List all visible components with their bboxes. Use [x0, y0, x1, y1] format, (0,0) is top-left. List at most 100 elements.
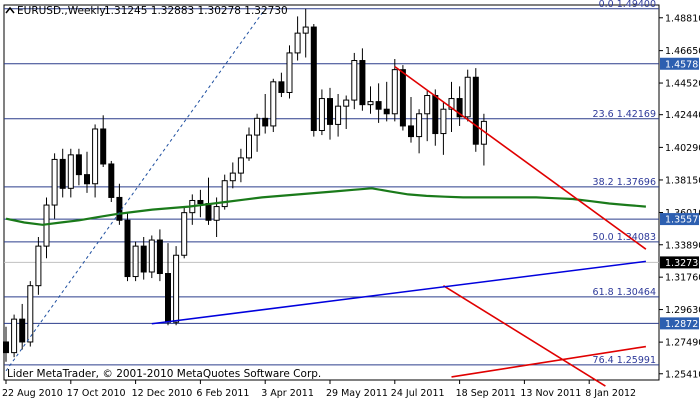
candle-body	[84, 174, 90, 185]
candle-body	[213, 206, 220, 221]
candle-body	[270, 81, 277, 127]
candle-body	[92, 128, 99, 185]
candle-body	[27, 285, 34, 343]
fibonacci-levels: 0.0 1.49400 23.6 1.42169 38.2 1.37696 50.0 …	[4, 0, 659, 366]
time-tick-label: 3 Apr 2011	[261, 388, 314, 399]
trend-line-channel-lower	[442, 284, 606, 387]
candle-body	[205, 203, 212, 221]
candle-body	[229, 172, 236, 182]
candle-body	[51, 158, 58, 206]
price-tick-label: 1.42440	[665, 110, 700, 121]
candle-body	[472, 76, 479, 145]
chevron-up-icon[interactable]	[5, 6, 15, 14]
time-tick-label: 24 Jul 2011	[391, 388, 445, 399]
plot-area	[3, 4, 660, 381]
price-tag-box	[660, 317, 699, 330]
price-tick-label: 1.48810	[665, 13, 700, 24]
candle-body	[59, 158, 66, 189]
candle-body	[424, 95, 431, 115]
candle-body	[286, 52, 293, 93]
chart-header: EURUSD.,Weekly 1.31245 1.32883 1.30278 1…	[5, 5, 288, 17]
candle-body	[318, 98, 325, 132]
candle-body	[181, 212, 188, 256]
price-tick-label: 1.27490	[665, 338, 700, 349]
price-tag-label: 1.28722	[665, 319, 700, 330]
candle-body	[108, 163, 115, 198]
candle-body	[237, 157, 244, 174]
time-axis: 22 Aug 2010 17 Oct 2010 12 Dec 2010 6 Feb 2…	[2, 380, 636, 399]
time-tick-label: 17 Oct 2010	[67, 388, 126, 399]
candle-body	[3, 341, 9, 354]
price-tag-box	[660, 256, 699, 269]
candle-body	[383, 108, 390, 115]
candle-body	[327, 98, 333, 125]
time-tick-label: 18 Sep 2011	[456, 388, 516, 399]
candle-body	[116, 196, 123, 221]
candle-body	[11, 318, 18, 354]
candle-body	[246, 134, 252, 159]
candle-body	[310, 26, 317, 132]
moving-average	[5, 187, 646, 226]
price-tag-label: 1.35578	[665, 215, 700, 226]
candle-body	[254, 117, 261, 136]
price-tag-label: 1.32730	[665, 258, 700, 269]
candle-body	[124, 219, 131, 278]
trend-line-channel-small	[451, 345, 647, 378]
candle-body	[302, 26, 309, 34]
candle-body	[359, 60, 366, 106]
candle-body	[197, 199, 204, 205]
price-tags: 1.45788 1.35578 1.32730 1.28722	[660, 57, 700, 330]
candle-body	[440, 108, 447, 135]
trend-lines	[5, 8, 647, 387]
trend-line-channel-upper	[394, 65, 647, 250]
candle-body	[148, 239, 155, 273]
price-tick-label: 1.25410	[665, 369, 700, 380]
price-tick-label: 1.38150	[665, 175, 700, 186]
trend-line-support-blue	[151, 260, 646, 325]
price-tick-label: 1.40290	[665, 143, 700, 154]
fib-level-label: 0.0 1.49400	[599, 0, 656, 10]
candle-body	[408, 125, 414, 138]
candle-body	[100, 128, 107, 165]
symbol-label: EURUSD.,Weekly	[17, 5, 106, 17]
candle-body	[19, 318, 26, 343]
candle-body	[278, 81, 285, 93]
candle-body	[173, 254, 180, 323]
candle-body	[221, 180, 228, 208]
time-tick-label: 29 May 2011	[326, 388, 388, 399]
candle-body	[75, 154, 82, 176]
candle-body	[165, 273, 171, 323]
price-tick-label: 1.33890	[665, 240, 700, 251]
fib-level-label: 61.8 1.30464	[593, 287, 656, 298]
fib-level-label: 76.4 1.25991	[593, 355, 656, 366]
price-tick-label: 1.44520	[665, 79, 700, 90]
fib-level-label: 38.2 1.37696	[593, 177, 656, 188]
copyright-label: Lider MetaTrader, © 2001-2010 MetaQuotes…	[7, 368, 321, 380]
candle-body	[262, 117, 269, 127]
candle-body	[367, 101, 374, 106]
time-tick-label: 22 Aug 2010	[2, 388, 63, 399]
candle-body	[448, 98, 455, 110]
price-tag-box	[660, 57, 699, 70]
price-tick-label: 1.29630	[665, 305, 700, 316]
candle-body	[35, 245, 42, 287]
price-tag-label: 1.45788	[665, 59, 700, 70]
candle-body	[464, 76, 471, 118]
price-tick-label: 1.31760	[665, 273, 700, 284]
price-tick-label: 1.46650	[665, 46, 700, 57]
candle-body	[432, 95, 439, 135]
horizontal-lines	[4, 63, 659, 324]
candle-body	[416, 113, 423, 138]
candle-body	[351, 60, 358, 101]
candle-body	[456, 98, 463, 118]
candle-body	[67, 154, 74, 189]
price-tag-box	[660, 213, 699, 226]
time-tick-label: 12 Dec 2010	[132, 388, 193, 399]
candle-body	[294, 32, 301, 54]
fib-level-label: 50.0 1.34083	[593, 232, 656, 243]
ohlc-label: 1.31245 1.32883 1.30278 1.32730	[104, 5, 288, 17]
candle-body	[391, 69, 398, 115]
time-tick-label: 6 Feb 2011	[196, 388, 249, 399]
